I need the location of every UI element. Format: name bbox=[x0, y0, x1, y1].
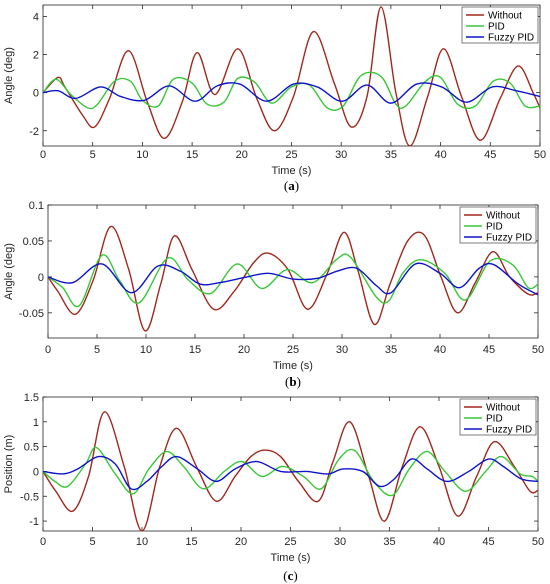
y-axis-label: Angle (deg) bbox=[3, 243, 15, 300]
series-line-fuzzy-pid bbox=[43, 455, 538, 491]
y-tick-label: -0.05 bbox=[19, 308, 44, 320]
y-tick-label: -0.5 bbox=[20, 491, 39, 503]
chart-panel-c: 0 5 10 15 20 25 30 35 40 45 50 -1 -0.5 0 0.5 1 1.5 Time (… bbox=[3, 392, 544, 583]
x-tick-label: 25 bbox=[285, 149, 297, 161]
series-line-fuzzy-pid bbox=[48, 262, 538, 296]
y-tick-label: 1 bbox=[33, 417, 39, 429]
x-tick-label: 0 bbox=[40, 536, 46, 548]
x-tick-label: 45 bbox=[483, 344, 495, 356]
x-tick-label: 10 bbox=[136, 536, 148, 548]
x-tick-label: 0 bbox=[40, 149, 46, 161]
x-tick-label: 35 bbox=[385, 344, 397, 356]
x-tick-label: 40 bbox=[434, 149, 446, 161]
series-group bbox=[43, 6, 540, 146]
series-group bbox=[43, 411, 538, 531]
series-line-without bbox=[48, 225, 538, 332]
x-tick-label: 5 bbox=[90, 149, 96, 161]
y-tick-label: 0.5 bbox=[24, 442, 39, 454]
x-tick-label: 5 bbox=[89, 536, 95, 548]
x-tick-label: 20 bbox=[235, 536, 247, 548]
x-tick-label: 25 bbox=[287, 344, 299, 356]
y-tick-label: 0 bbox=[33, 88, 39, 100]
x-tick-label: 30 bbox=[335, 149, 347, 161]
x-tick-label: 15 bbox=[189, 344, 201, 356]
y-tick-label: 1.5 bbox=[24, 392, 39, 404]
x-tick-label: 10 bbox=[136, 149, 148, 161]
y-axis-label: Angle (deg) bbox=[3, 47, 15, 104]
legend-label-pid: PID bbox=[488, 22, 505, 33]
series-line-fuzzy-pid bbox=[43, 82, 540, 104]
x-tick-label: 15 bbox=[186, 149, 198, 161]
y-tick-label: 0.05 bbox=[23, 236, 44, 248]
x-tick-label: 45 bbox=[484, 149, 496, 161]
legend-label-without: Without bbox=[488, 11, 522, 22]
x-tick-label: 50 bbox=[532, 344, 544, 356]
legend-label-fuzzy-pid: Fuzzy PID bbox=[488, 33, 534, 44]
series-line-pid bbox=[43, 71, 540, 111]
y-tick-label: 0 bbox=[33, 466, 39, 478]
y-axis-label: Position (m) bbox=[3, 435, 15, 494]
y-tick-label: 4 bbox=[33, 11, 39, 23]
x-tick-label: 50 bbox=[534, 149, 546, 161]
x-tick-label: 20 bbox=[238, 344, 250, 356]
legend-label-pid: PID bbox=[486, 414, 503, 425]
panel-caption: (a) bbox=[284, 178, 299, 193]
panel-caption: (c) bbox=[283, 568, 297, 583]
legend-label-without: Without bbox=[486, 403, 520, 414]
x-tick-label: 50 bbox=[532, 536, 544, 548]
series-line-without bbox=[43, 6, 540, 146]
x-tick-label: 40 bbox=[434, 344, 446, 356]
series-group bbox=[48, 225, 538, 332]
legend-label-pid: PID bbox=[486, 222, 503, 233]
plot-area bbox=[42, 4, 541, 147]
chart-panel-b: 0 5 10 15 20 25 30 35 40 45 50 -0.05 0 0.05 0.1 Time (s… bbox=[3, 200, 544, 389]
series-line-pid bbox=[48, 253, 538, 308]
legend-label-without: Without bbox=[486, 211, 520, 222]
series-line-without bbox=[43, 411, 538, 531]
x-axis-label: Time (s) bbox=[273, 360, 313, 372]
x-tick-label: 0 bbox=[45, 344, 51, 356]
x-axis-label: Time (s) bbox=[271, 552, 311, 564]
y-tick-label: -1 bbox=[29, 516, 39, 528]
x-tick-label: 25 bbox=[284, 536, 296, 548]
x-tick-label: 35 bbox=[383, 536, 395, 548]
x-tick-label: 10 bbox=[140, 344, 152, 356]
x-tick-label: 30 bbox=[334, 536, 346, 548]
panel-caption: (b) bbox=[285, 374, 301, 389]
legend-label-fuzzy-pid: Fuzzy PID bbox=[486, 233, 532, 244]
plot-area bbox=[42, 396, 539, 532]
y-tick-label: 0.1 bbox=[29, 200, 44, 212]
y-tick-label: 0 bbox=[38, 272, 44, 284]
x-tick-label: 15 bbox=[185, 536, 197, 548]
legend-label-fuzzy-pid: Fuzzy PID bbox=[486, 425, 532, 436]
y-tick-label: -2 bbox=[29, 126, 39, 138]
x-tick-label: 30 bbox=[336, 344, 348, 356]
series-line-pid bbox=[43, 446, 538, 497]
x-tick-label: 5 bbox=[94, 344, 100, 356]
x-tick-label: 20 bbox=[236, 149, 248, 161]
y-tick-label: 2 bbox=[33, 50, 39, 62]
x-axis-label: Time (s) bbox=[272, 165, 312, 177]
x-tick-label: 35 bbox=[385, 149, 397, 161]
x-tick-label: 40 bbox=[433, 536, 445, 548]
x-tick-label: 45 bbox=[482, 536, 494, 548]
